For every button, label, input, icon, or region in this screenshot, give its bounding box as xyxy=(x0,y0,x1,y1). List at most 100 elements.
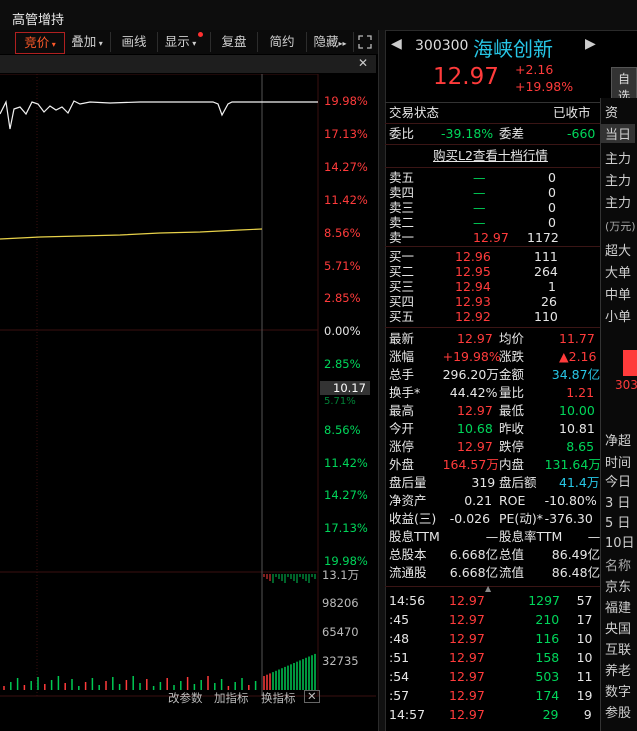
switch-indicator-button[interactable]: 换指标 xyxy=(261,691,296,705)
tick-price: 12.97 xyxy=(449,688,485,703)
ask-volume: 0 xyxy=(548,215,556,230)
last-price: 12.97 xyxy=(433,64,499,90)
axis-label: 17.13% xyxy=(324,521,368,535)
toolbar-label: 显示 xyxy=(164,34,190,49)
toolbar-bidding-button[interactable]: 竞价 ▾ xyxy=(15,32,65,54)
quote-label: 跌停 xyxy=(499,439,525,454)
axis-label: 5.71% xyxy=(324,396,356,407)
concept-item[interactable]: 福建 xyxy=(605,601,632,616)
quote-label: 涨停 xyxy=(389,439,415,454)
quote-label: 盘后额 xyxy=(499,475,537,490)
quote-value: -376.30 xyxy=(544,511,593,526)
tick-count: 9 xyxy=(583,707,592,722)
quote-value: 0.21 xyxy=(464,493,493,508)
concept-item[interactable]: 数字 xyxy=(605,685,632,700)
quote-value: 44.42% xyxy=(449,385,498,400)
tick-count: 57 xyxy=(576,593,593,608)
toolbar-simple-button[interactable]: 简约 xyxy=(258,32,307,52)
toolbar-display-button[interactable]: 显示 ▾ xyxy=(158,32,211,52)
tick-price: 12.97 xyxy=(449,707,485,722)
unit-label: (万元) xyxy=(605,220,636,233)
quote-label: 金额 xyxy=(499,367,525,382)
prev-stock-icon[interactable]: ◀ xyxy=(391,36,402,52)
today-tab[interactable]: 当日 xyxy=(601,124,636,143)
quote-value: -0.026 xyxy=(449,511,491,526)
l2-upgrade-link[interactable]: 购买L2查看十档行情 xyxy=(433,148,548,163)
intraday-chart[interactable]: 19.98% 17.13% 14.27% 11.42% 8.56% 5.71% … xyxy=(0,74,376,731)
tick-count: 17 xyxy=(576,612,593,627)
ask-volume: 1172 xyxy=(527,230,559,245)
quote-label: 最低 xyxy=(499,403,525,418)
quote-value: 41.4万 xyxy=(559,475,600,490)
window-title-bar: 高管增持 xyxy=(0,0,637,31)
concept-item[interactable]: 参股 xyxy=(605,706,632,721)
axis-label: 0.00% xyxy=(324,324,361,338)
quote-value: 34.87亿 xyxy=(551,367,601,382)
tick-volume: 116 xyxy=(535,631,560,646)
quote-value: 1.21 xyxy=(566,385,595,400)
axis-label: 2.85% xyxy=(324,291,361,305)
bid-volume: 264 xyxy=(534,264,558,279)
next-stock-icon[interactable]: ▶ xyxy=(585,36,596,52)
bid-price: 12.96 xyxy=(455,249,491,264)
axis-label: 14.27% xyxy=(324,488,368,502)
quote-value: — xyxy=(587,529,601,544)
concept-item[interactable]: 互联 xyxy=(605,643,632,658)
main-force-label: 主力 xyxy=(605,196,632,211)
axis-label: 5.71% xyxy=(324,259,361,273)
tick-count: 19 xyxy=(576,688,593,703)
flow-label: 中单 xyxy=(605,288,632,303)
ask-price: — xyxy=(473,170,486,185)
bid-ratio-value: -39.18% xyxy=(441,126,494,141)
toolbar-draw-button[interactable]: 画线 xyxy=(111,32,158,52)
capital-tab[interactable]: 资 xyxy=(605,106,619,121)
toolbar-overlay-button[interactable]: 叠加 ▾ xyxy=(64,32,111,52)
main-force-label: 主力 xyxy=(605,152,632,167)
expand-icon[interactable]: ▲ xyxy=(485,584,492,593)
panel-splitter[interactable] xyxy=(378,30,386,731)
period-label: 今日 xyxy=(605,475,632,490)
tick-price: 12.97 xyxy=(449,612,485,627)
add-indicator-button[interactable]: 加指标 xyxy=(214,691,249,705)
quote-value: 319 xyxy=(471,475,496,490)
flow-label: 小单 xyxy=(605,310,632,325)
tick-price: 12.97 xyxy=(449,593,485,608)
quote-label: 股息率TTM xyxy=(499,529,563,544)
ask-price: 12.97 xyxy=(473,230,509,245)
toolbar-replay-button[interactable]: 复盘 xyxy=(211,32,258,52)
bid-diff-value: -660 xyxy=(567,126,596,141)
chart-toolbar: 竞价 ▾ 叠加 ▾ 画线 显示 ▾ 复盘 简约 隐藏▸▸ xyxy=(0,30,380,54)
axis-label: 17.13% xyxy=(324,127,368,141)
dropdown-icon: ▾ xyxy=(49,40,56,49)
quote-value: 10.68 xyxy=(457,421,493,436)
ask-level-label: 卖二 xyxy=(389,215,415,230)
stock-header: ◀ 300300 海峡创新 ▶ 12.97 +2.16 +19.98% 自选 xyxy=(385,30,637,107)
tick-volume: 29 xyxy=(542,707,559,722)
period-label: 5 日 xyxy=(605,516,631,531)
bid-level-label: 买二 xyxy=(389,264,415,279)
quote-value: 11.77 xyxy=(559,331,595,346)
quote-value: 296.20万 xyxy=(442,367,499,382)
bid-volume: 110 xyxy=(534,309,558,324)
close-indicator-icon[interactable]: ✕ xyxy=(304,690,320,703)
quote-label: 收益(三) xyxy=(389,511,437,526)
trade-status-label: 交易状态 xyxy=(389,105,440,120)
fullscreen-icon[interactable] xyxy=(354,32,376,52)
bid-level-label: 买四 xyxy=(389,294,415,309)
concept-item[interactable]: 养老 xyxy=(605,664,632,679)
concept-item[interactable]: 京东 xyxy=(605,580,632,595)
ask-volume: 0 xyxy=(548,185,556,200)
dropdown-icon: ▾ xyxy=(189,39,197,48)
concept-item[interactable]: 央国 xyxy=(605,622,632,637)
toolbar-hide-button[interactable]: 隐藏▸▸ xyxy=(307,32,354,52)
tick-count: 10 xyxy=(576,631,593,646)
bid-price: 12.95 xyxy=(455,264,491,279)
close-icon[interactable]: ✕ xyxy=(357,56,368,70)
stock-code: 300300 xyxy=(415,38,469,54)
toolbar-label: 隐藏 xyxy=(313,34,339,49)
price-change: +2.16 xyxy=(515,62,554,77)
tick-volume: 174 xyxy=(535,688,560,703)
toolbar-label: 画线 xyxy=(121,34,147,49)
edit-params-button[interactable]: 改参数 xyxy=(168,691,203,705)
quote-label: PE(动)* xyxy=(499,511,543,526)
